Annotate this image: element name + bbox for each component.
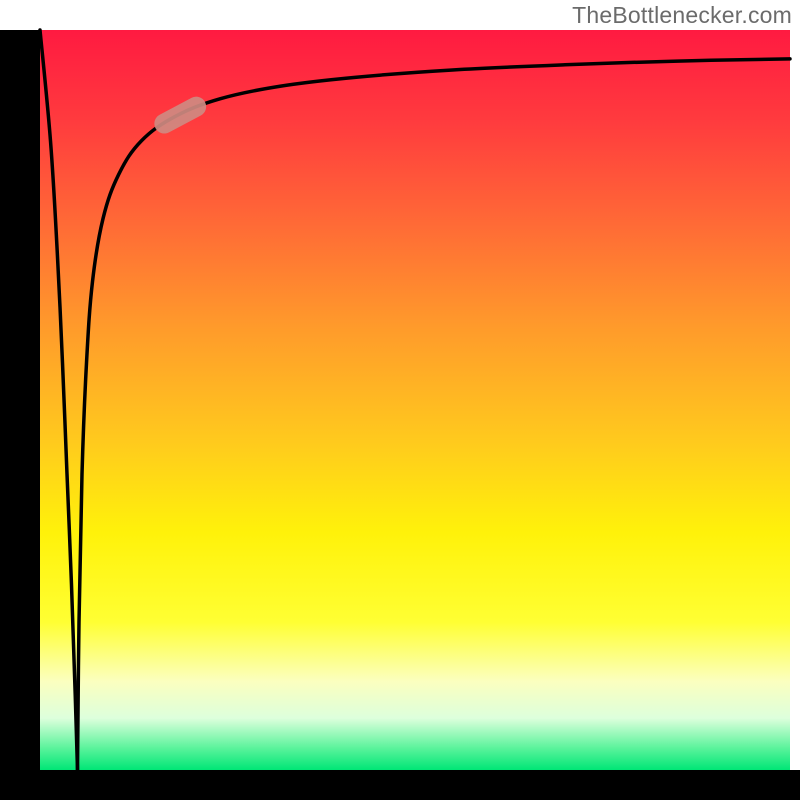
y-axis-bar [0, 30, 40, 800]
chart-stage: TheBottlenecker.com [0, 0, 800, 800]
plot-gradient-background [40, 30, 790, 770]
bottleneck-chart [0, 0, 800, 800]
x-axis-bar [0, 770, 800, 800]
